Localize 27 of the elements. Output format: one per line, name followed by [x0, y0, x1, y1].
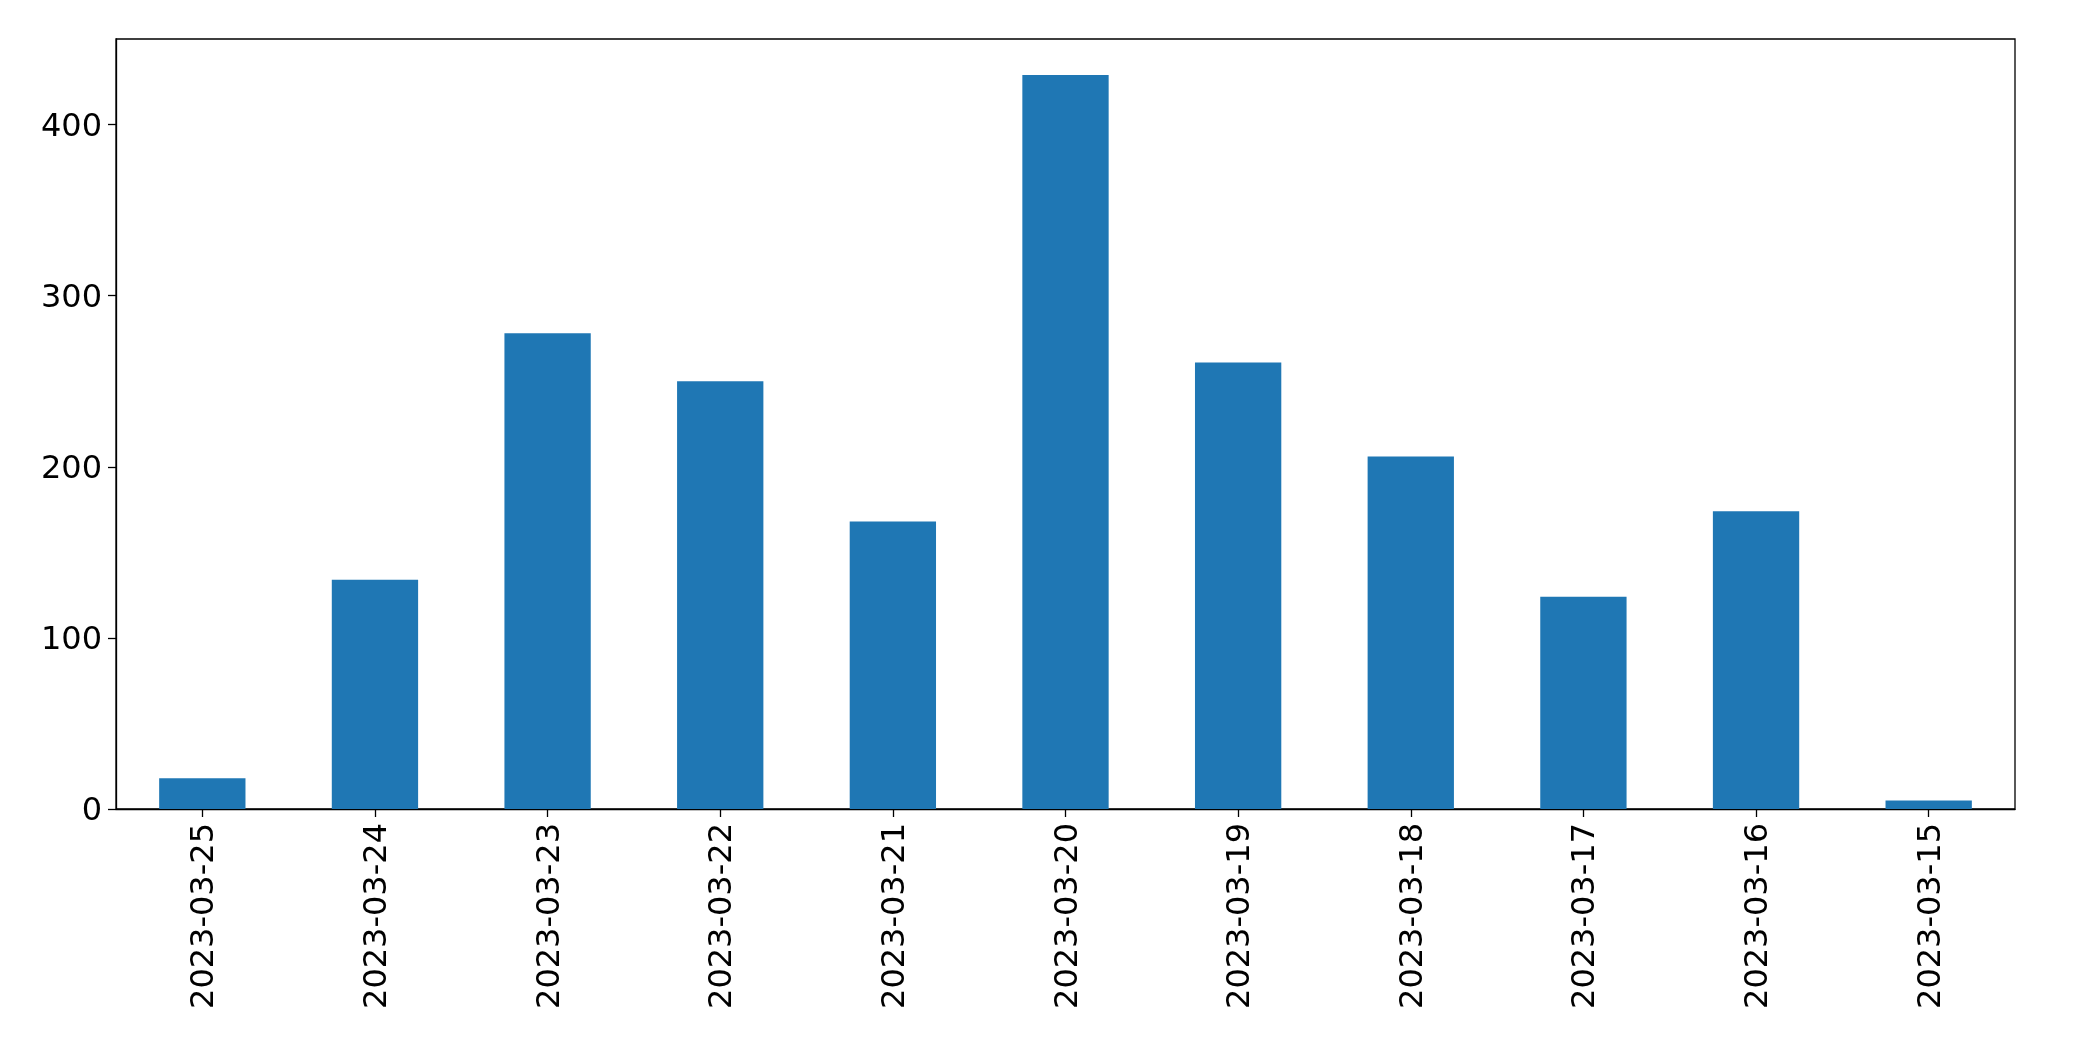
x-tick-label: 2023-03-20: [1046, 823, 1085, 1009]
y-tick-label: 400: [40, 105, 102, 144]
x-tick-label: 2023-03-18: [1391, 823, 1430, 1009]
bar: [1885, 800, 1972, 809]
bar: [1194, 362, 1282, 809]
x-tick-label: 2023-03-22: [701, 823, 740, 1009]
x-tick-label: 2023-03-15: [1909, 823, 1948, 1009]
y-tick-label: 100: [40, 618, 102, 657]
x-tick-label: 2023-03-21: [873, 823, 912, 1009]
x-tick-label: 2023-03-25: [183, 823, 222, 1009]
bar: [1712, 511, 1800, 809]
y-tick-label: 200: [40, 447, 102, 486]
y-tick-label: 0: [81, 790, 102, 828]
bar: [677, 381, 764, 809]
bar: [849, 521, 937, 809]
x-tick-label: 2023-03-23: [528, 823, 567, 1009]
bar: [1367, 456, 1454, 809]
x-tick-label: 2023-03-17: [1564, 823, 1603, 1009]
bar: [504, 333, 591, 809]
bar: [1540, 596, 1627, 809]
x-tick-label: 2023-03-24: [355, 823, 394, 1009]
y-tick-label: 300: [40, 276, 102, 315]
bar: [1022, 74, 1109, 809]
x-tick-label: 2023-03-16: [1737, 823, 1776, 1009]
bar: [159, 778, 246, 809]
bar: [331, 579, 419, 809]
x-tick-label: 2023-03-19: [1219, 823, 1258, 1009]
